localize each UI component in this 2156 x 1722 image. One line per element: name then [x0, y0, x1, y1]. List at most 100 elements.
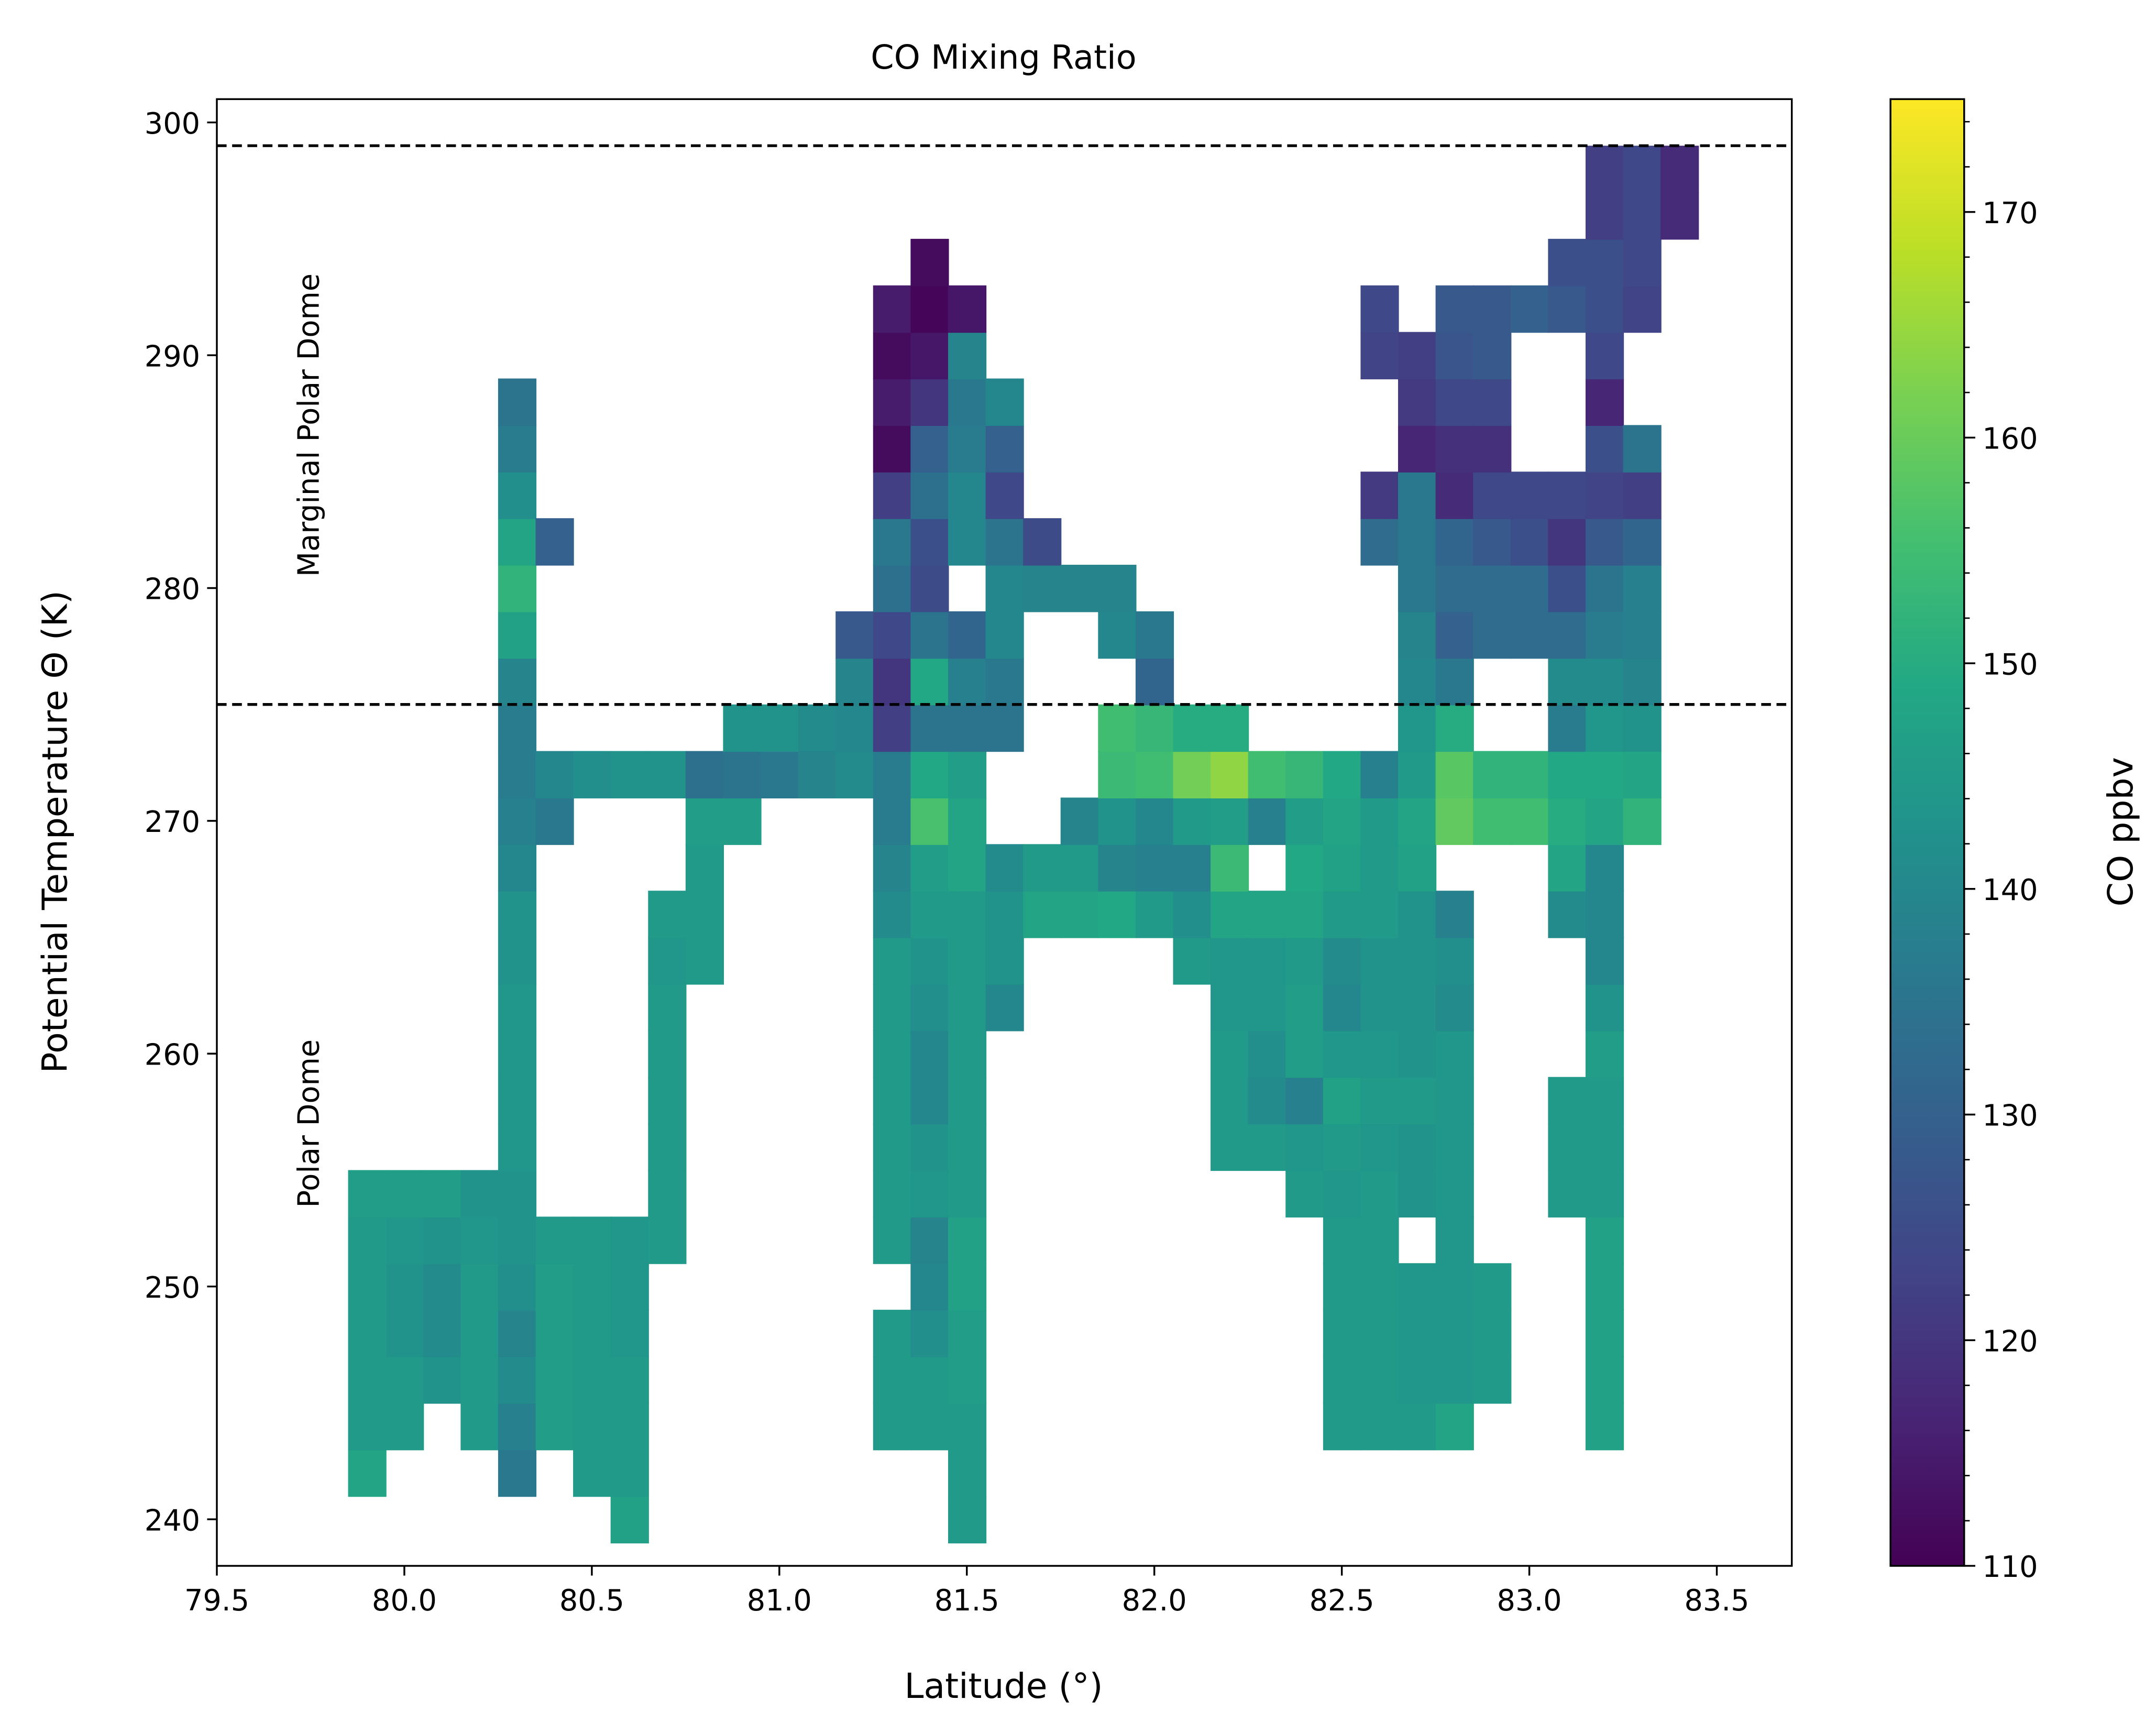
heatmap-cell: [498, 1170, 537, 1218]
heatmap-cell: [948, 797, 987, 845]
heatmap-cell: [1360, 518, 1399, 566]
heatmap-cell: [873, 657, 911, 706]
heatmap-cell: [910, 1310, 949, 1357]
heatmap-cell: [910, 1030, 949, 1078]
heatmap-cell: [386, 1356, 424, 1404]
heatmap-cell: [1360, 751, 1399, 799]
heatmap-cell: [423, 1310, 461, 1357]
heatmap-cell: [1360, 891, 1399, 938]
heatmap-cell: [498, 1077, 537, 1125]
heatmap-cell: [948, 1030, 987, 1078]
heatmap-cell: [348, 1402, 387, 1451]
heatmap-cell: [1398, 1170, 1437, 1218]
heatmap-cell: [1548, 1123, 1587, 1171]
heatmap-cell: [498, 751, 537, 799]
heatmap-cell: [1098, 751, 1137, 799]
heatmap-cell: [1173, 751, 1212, 799]
heatmap-cell: [1211, 1030, 1249, 1078]
heatmap-cell: [1398, 332, 1437, 380]
heatmap-cell: [1473, 425, 1512, 473]
heatmap-cell: [1398, 891, 1437, 938]
heatmap-cell: [1435, 1310, 1474, 1357]
heatmap-cell: [910, 983, 949, 1032]
heatmap-cell: [610, 1402, 649, 1451]
heatmap-cell: [1135, 891, 1174, 938]
heatmap-cell: [685, 937, 724, 985]
heatmap-cell: [873, 1356, 911, 1404]
heatmap-cell: [948, 1263, 987, 1311]
heatmap-cell: [910, 1077, 949, 1125]
heatmap-cell: [1398, 704, 1437, 752]
x-tick-label: 83.0: [1497, 1584, 1562, 1618]
colorbar-tick-label: 140: [1982, 873, 2038, 907]
heatmap-cell: [1473, 565, 1512, 612]
heatmap-cell: [1548, 285, 1587, 333]
heatmap-cell: [873, 1170, 911, 1218]
heatmap-cell: [910, 1263, 949, 1311]
heatmap-cell: [873, 983, 911, 1032]
region-annotation: Marginal Polar Dome: [292, 273, 326, 577]
heatmap-cell: [685, 797, 724, 845]
heatmap-cell: [610, 1356, 649, 1404]
heatmap-cell: [573, 1263, 612, 1311]
heatmap-cell: [648, 1216, 687, 1264]
heatmap-cell: [910, 378, 949, 426]
heatmap-cell: [948, 937, 987, 985]
heatmap-cell: [873, 1402, 911, 1451]
heatmap-cell: [1585, 518, 1624, 566]
heatmap-cell: [948, 1170, 987, 1218]
heatmap-cell: [1585, 1402, 1624, 1451]
heatmap-cell: [910, 891, 949, 938]
heatmap-cell: [1548, 844, 1587, 892]
heatmap-cell: [1360, 332, 1399, 380]
heatmap-cell: [1435, 704, 1474, 752]
heatmap-cell: [1023, 565, 1062, 612]
heatmap-cell: [1323, 797, 1362, 845]
x-tick-label: 81.0: [747, 1584, 812, 1618]
heatmap-cell: [1211, 937, 1249, 985]
heatmap-cell: [723, 751, 762, 799]
heatmap-cell: [1435, 891, 1474, 938]
heatmap-cell: [1211, 1123, 1249, 1171]
heatmap-cell: [1548, 238, 1587, 287]
heatmap-cell: [1623, 238, 1662, 287]
heatmap-cell: [648, 1077, 687, 1125]
heatmap-cell: [1360, 1123, 1399, 1171]
heatmap-cell: [910, 1216, 949, 1264]
heatmap-cell: [910, 285, 949, 333]
heatmap-cell: [498, 1263, 537, 1311]
heatmap-cell: [948, 471, 987, 519]
y-tick-label: 240: [145, 1504, 200, 1538]
heatmap-cell: [1211, 704, 1249, 752]
heatmap-cell: [498, 797, 537, 845]
heatmap-cell: [498, 1356, 537, 1404]
heatmap-cell: [1435, 983, 1474, 1032]
heatmap-cell: [1285, 797, 1324, 845]
heatmap-cell: [498, 1123, 537, 1171]
heatmap-cell: [1435, 332, 1474, 380]
heatmap-cell: [498, 425, 537, 473]
heatmap-cell: [1435, 471, 1474, 519]
heatmap-cell: [873, 937, 911, 985]
heatmap-cell: [1548, 797, 1587, 845]
heatmap-cell: [423, 1263, 461, 1311]
heatmap-cell: [1323, 751, 1362, 799]
heatmap-cell: [1285, 1077, 1324, 1125]
heatmap-cell: [1211, 751, 1249, 799]
heatmap-cell: [1060, 891, 1099, 938]
heatmap-cell: [1323, 1263, 1362, 1311]
heatmap-cell: [1660, 192, 1699, 240]
heatmap-cell: [1398, 1263, 1437, 1311]
y-axis-ticks: 240 250 260 270 280 290 300: [145, 107, 217, 1538]
heatmap-cell: [1435, 1030, 1474, 1078]
heatmap-cell: [910, 1123, 949, 1171]
heatmap-cell: [1360, 471, 1399, 519]
heatmap-cell: [1060, 797, 1099, 845]
heatmap-cell: [535, 797, 574, 845]
x-tick-label: 80.0: [372, 1584, 437, 1618]
heatmap-cell: [1435, 1263, 1474, 1311]
heatmap-cell: [985, 471, 1024, 519]
heatmap-cell: [386, 1263, 424, 1311]
heatmap-cell: [1623, 192, 1662, 240]
heatmap-cell: [835, 751, 874, 799]
